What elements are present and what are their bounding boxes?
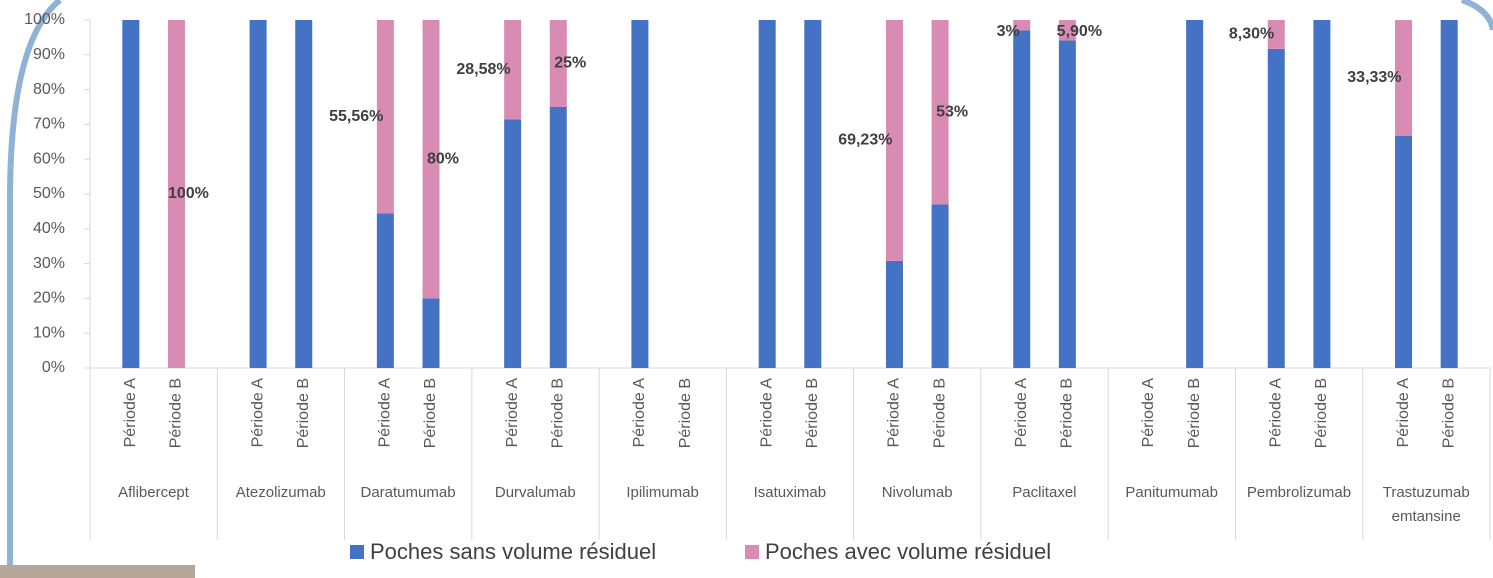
decor-border <box>1460 0 1493 31</box>
bar-segment <box>1267 20 1285 49</box>
bar-segment <box>1395 135 1413 368</box>
x-tick-label: Période A <box>377 378 394 448</box>
bar-segment <box>1395 20 1413 136</box>
bar-segment <box>885 20 903 261</box>
y-tick-label: 60% <box>33 150 65 167</box>
bar-segment <box>1267 48 1285 368</box>
bar-segment <box>931 20 949 205</box>
bar-segment <box>931 204 949 368</box>
x-tick-label: Période B <box>549 378 566 448</box>
decor-image <box>0 565 195 578</box>
value-label: 3% <box>997 23 1020 40</box>
legend-label: Poches sans volume résiduel <box>370 539 656 564</box>
group-label: Aflibercept <box>118 484 189 501</box>
x-tick-label: Période B <box>295 378 312 448</box>
x-tick-label: Période A <box>249 378 266 448</box>
group-label: Daratumumab <box>360 484 456 501</box>
bar-segment <box>504 119 522 368</box>
bar-segment <box>1440 20 1458 368</box>
group-label: Trastuzumab emtansine <box>1382 484 1470 525</box>
bar-segment <box>376 20 394 214</box>
value-label: 8,30% <box>1229 26 1274 43</box>
x-tick-label: Période A <box>504 378 521 448</box>
bar-segment <box>249 20 267 368</box>
x-tick-label: Période B <box>677 378 694 448</box>
value-label: 55,56% <box>329 108 383 125</box>
value-label: 5,90% <box>1057 23 1102 40</box>
bar-segment <box>376 213 394 368</box>
x-tick-label: Période A <box>122 378 139 448</box>
value-label: 69,23% <box>838 132 892 149</box>
bar-segment <box>295 20 313 368</box>
group-label: Isatuximab <box>753 484 827 501</box>
value-label: 28,58% <box>456 61 510 78</box>
x-tick-label: Période B <box>1440 378 1457 448</box>
x-tick-label: Période B <box>168 378 185 448</box>
x-tick-label: Période B <box>1186 378 1203 448</box>
y-tick-label: 50% <box>33 185 65 202</box>
y-tick-label: 90% <box>33 46 65 63</box>
bar-segment <box>804 20 822 368</box>
bar-segment <box>1013 20 1031 31</box>
bar-segment <box>631 20 649 368</box>
x-tick-label: Période B <box>804 378 821 448</box>
y-tick-label: 100% <box>24 11 65 28</box>
bar-segment <box>422 298 440 368</box>
bar-segment <box>1058 40 1076 368</box>
x-tick-label: Période A <box>631 378 648 448</box>
y-tick-label: 70% <box>33 116 65 133</box>
value-label: 53% <box>936 103 968 120</box>
bar-segment <box>549 107 567 368</box>
bar-segment <box>1058 20 1076 41</box>
bar-segment <box>167 20 185 368</box>
bar-segment <box>885 260 903 368</box>
bar-segment <box>1313 20 1331 368</box>
bar-segment <box>549 20 567 107</box>
value-label: 80% <box>427 150 459 167</box>
x-tick-label: Période A <box>886 378 903 448</box>
value-label: 100% <box>168 185 209 202</box>
group-label: Durvalumab <box>494 484 576 501</box>
y-tick-label: 20% <box>33 290 65 307</box>
group-label: Ipilimumab <box>626 484 699 501</box>
x-tick-label: Période A <box>758 378 775 448</box>
x-tick-label: Période B <box>1313 378 1330 448</box>
group-label: Pembrolizumab <box>1246 484 1352 501</box>
legend-label: Poches avec volume résiduel <box>765 539 1051 564</box>
bar-segment <box>122 20 140 368</box>
y-tick-label: 40% <box>33 220 65 237</box>
x-tick-label: Période A <box>1267 378 1284 448</box>
group-label: Nivolumab <box>881 484 953 501</box>
group-label: Atezolizumab <box>235 484 326 501</box>
x-tick-label: Période B <box>422 378 439 448</box>
x-tick-label: Période A <box>1395 378 1412 448</box>
bar-segment <box>422 20 440 299</box>
y-tick-label: 0% <box>42 359 65 376</box>
legend-swatch <box>350 545 364 559</box>
y-tick-label: 30% <box>33 255 65 272</box>
bar-segment <box>1186 20 1204 368</box>
decor-border <box>7 0 62 578</box>
x-tick-label: Période A <box>1013 378 1030 448</box>
y-tick-label: 80% <box>33 81 65 98</box>
group-label: Panitumumab <box>1125 484 1218 501</box>
x-tick-label: Période B <box>1059 378 1076 448</box>
group-label: Paclitaxel <box>1012 484 1077 501</box>
bar-segment <box>758 20 776 368</box>
value-label: 25% <box>554 55 586 72</box>
bar-segment <box>1013 30 1031 368</box>
x-tick-label: Période B <box>931 378 948 448</box>
x-tick-label: Période A <box>1140 378 1157 448</box>
y-tick-label: 10% <box>33 324 65 341</box>
legend-swatch <box>745 545 759 559</box>
value-label: 33,33% <box>1347 69 1401 86</box>
bar-segment <box>504 20 522 120</box>
